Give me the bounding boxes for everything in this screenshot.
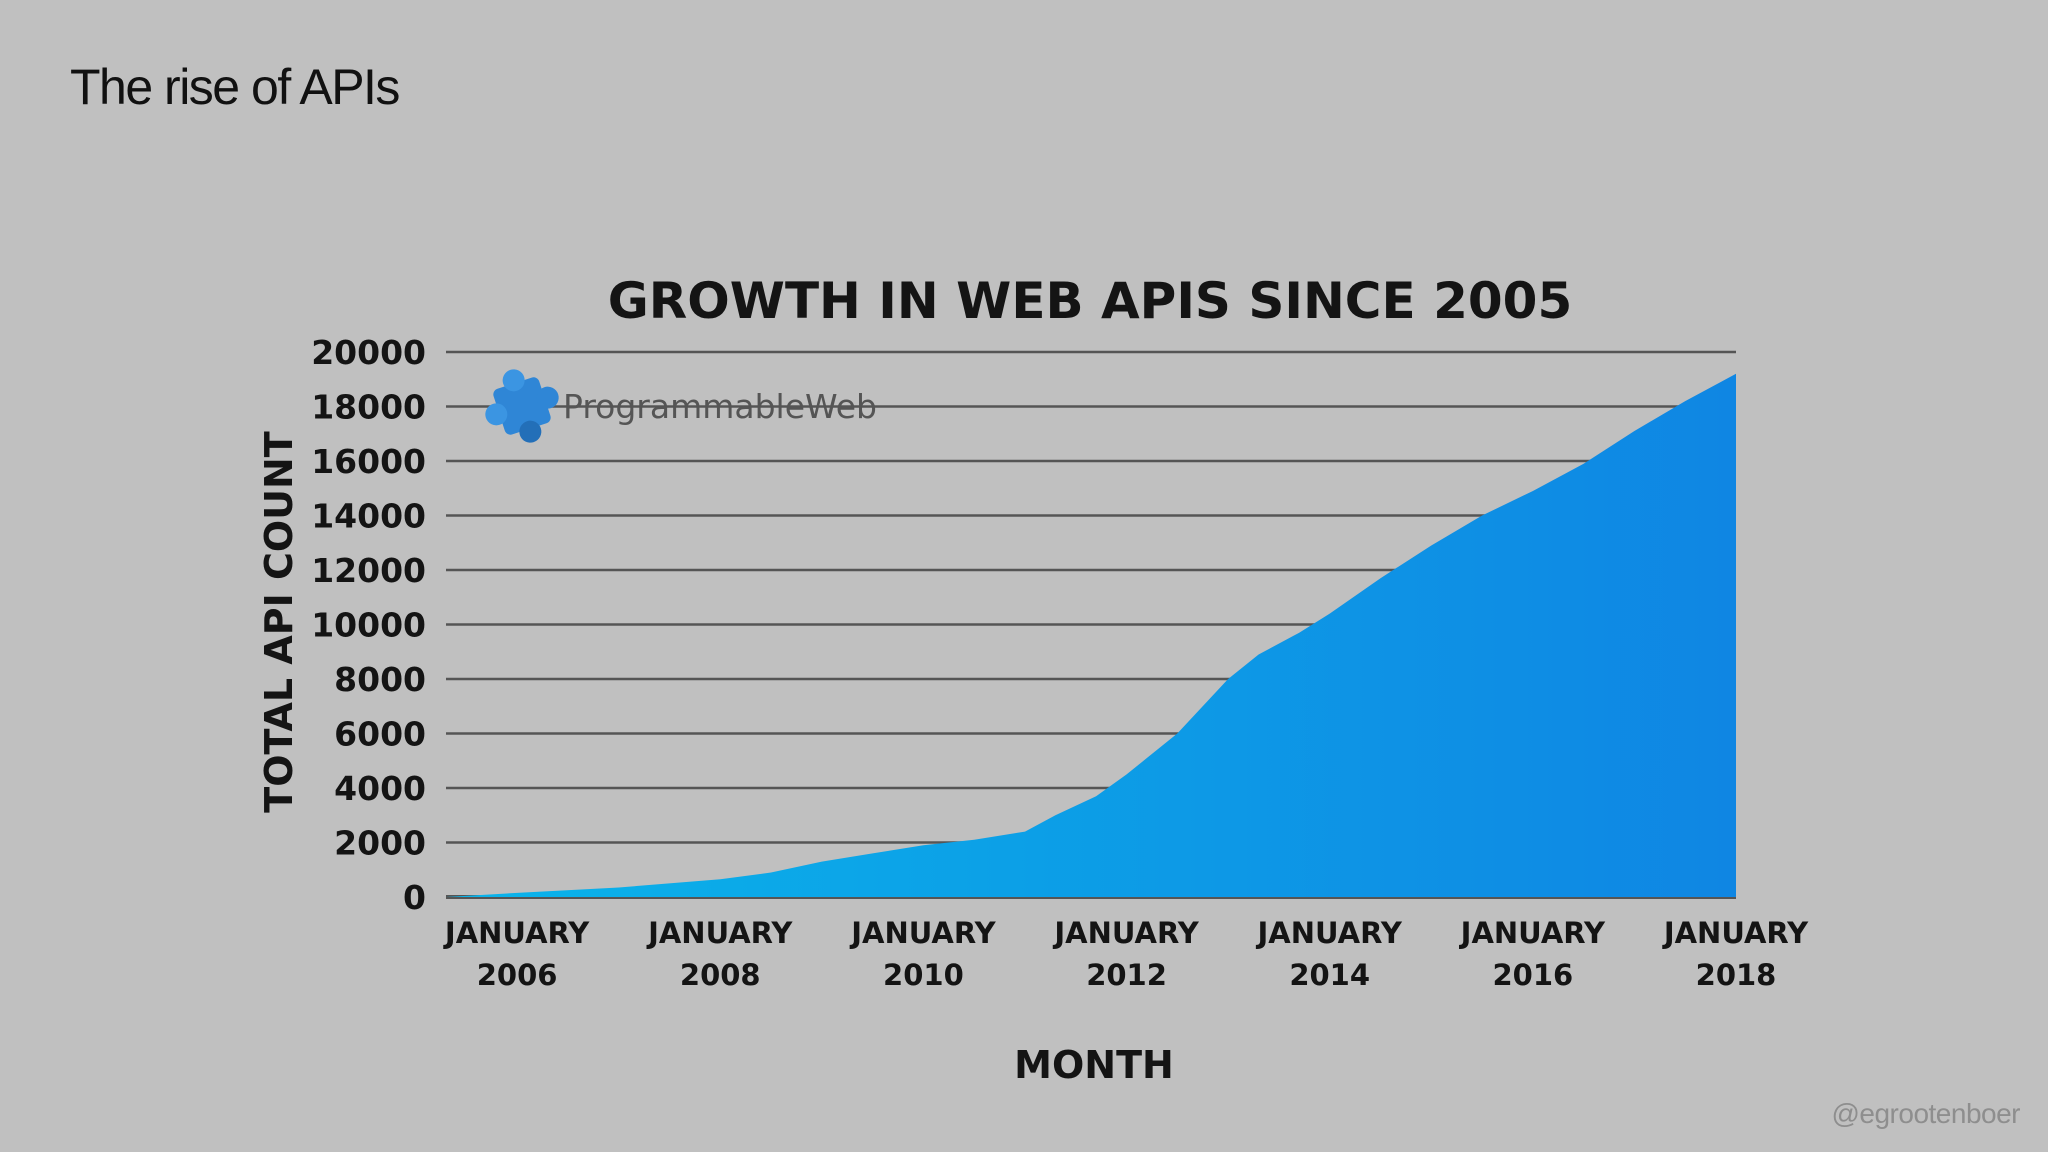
y-tick-8000: 8000 — [334, 660, 426, 699]
y-axis-ticks: 0 2000 4000 6000 8000 10000 12000 14000 16000 180… — [311, 333, 426, 917]
y-tick-6000: 6000 — [334, 715, 426, 754]
x-tick-year-2014: 2014 — [1289, 958, 1370, 992]
puzzle-piece-icon — [485, 369, 559, 443]
x-tick-year-2012: 2012 — [1086, 958, 1167, 992]
x-tick-month-2018: JANUARY — [1662, 916, 1809, 950]
y-tick-2000: 2000 — [334, 824, 426, 863]
x-tick-month-2010: JANUARY — [849, 916, 996, 950]
x-tick-month-2014: JANUARY — [1256, 916, 1403, 950]
x-tick-month-2006: JANUARY — [443, 916, 590, 950]
y-tick-18000: 18000 — [311, 388, 426, 427]
slide-title: The rise of APIs — [70, 59, 400, 115]
y-tick-20000: 20000 — [311, 333, 426, 372]
x-tick-year-2010: 2010 — [883, 958, 964, 992]
x-tick-month-2008: JANUARY — [646, 916, 793, 950]
x-tick-month-2012: JANUARY — [1052, 916, 1199, 950]
y-tick-14000: 14000 — [311, 497, 426, 536]
author-handle: @egrootenboer — [1831, 1098, 2020, 1129]
x-tick-month-2016: JANUARY — [1459, 916, 1606, 950]
x-tick-year-2018: 2018 — [1696, 958, 1777, 992]
y-tick-16000: 16000 — [311, 442, 426, 481]
api-count-area — [446, 373, 1736, 897]
y-tick-12000: 12000 — [311, 551, 426, 590]
programmableweb-logo: ProgrammableWeb — [485, 369, 877, 443]
x-tick-year-2008: 2008 — [680, 958, 761, 992]
y-tick-10000: 10000 — [311, 606, 426, 645]
x-tick-year-2016: 2016 — [1492, 958, 1573, 992]
y-tick-0: 0 — [403, 878, 426, 917]
y-axis-label: TOTAL API COUNT — [257, 431, 301, 813]
logo-text: ProgrammableWeb — [563, 387, 877, 426]
x-axis-label: MONTH — [1014, 1043, 1174, 1087]
x-tick-year-2006: 2006 — [477, 958, 558, 992]
x-axis-ticks: JANUARY 2006 JANUARY 2008 JANUARY 2010 JANUARY… — [443, 916, 1809, 992]
chart-title: GROWTH IN WEB APIS SINCE 2005 — [608, 272, 1572, 330]
y-tick-4000: 4000 — [334, 769, 426, 808]
